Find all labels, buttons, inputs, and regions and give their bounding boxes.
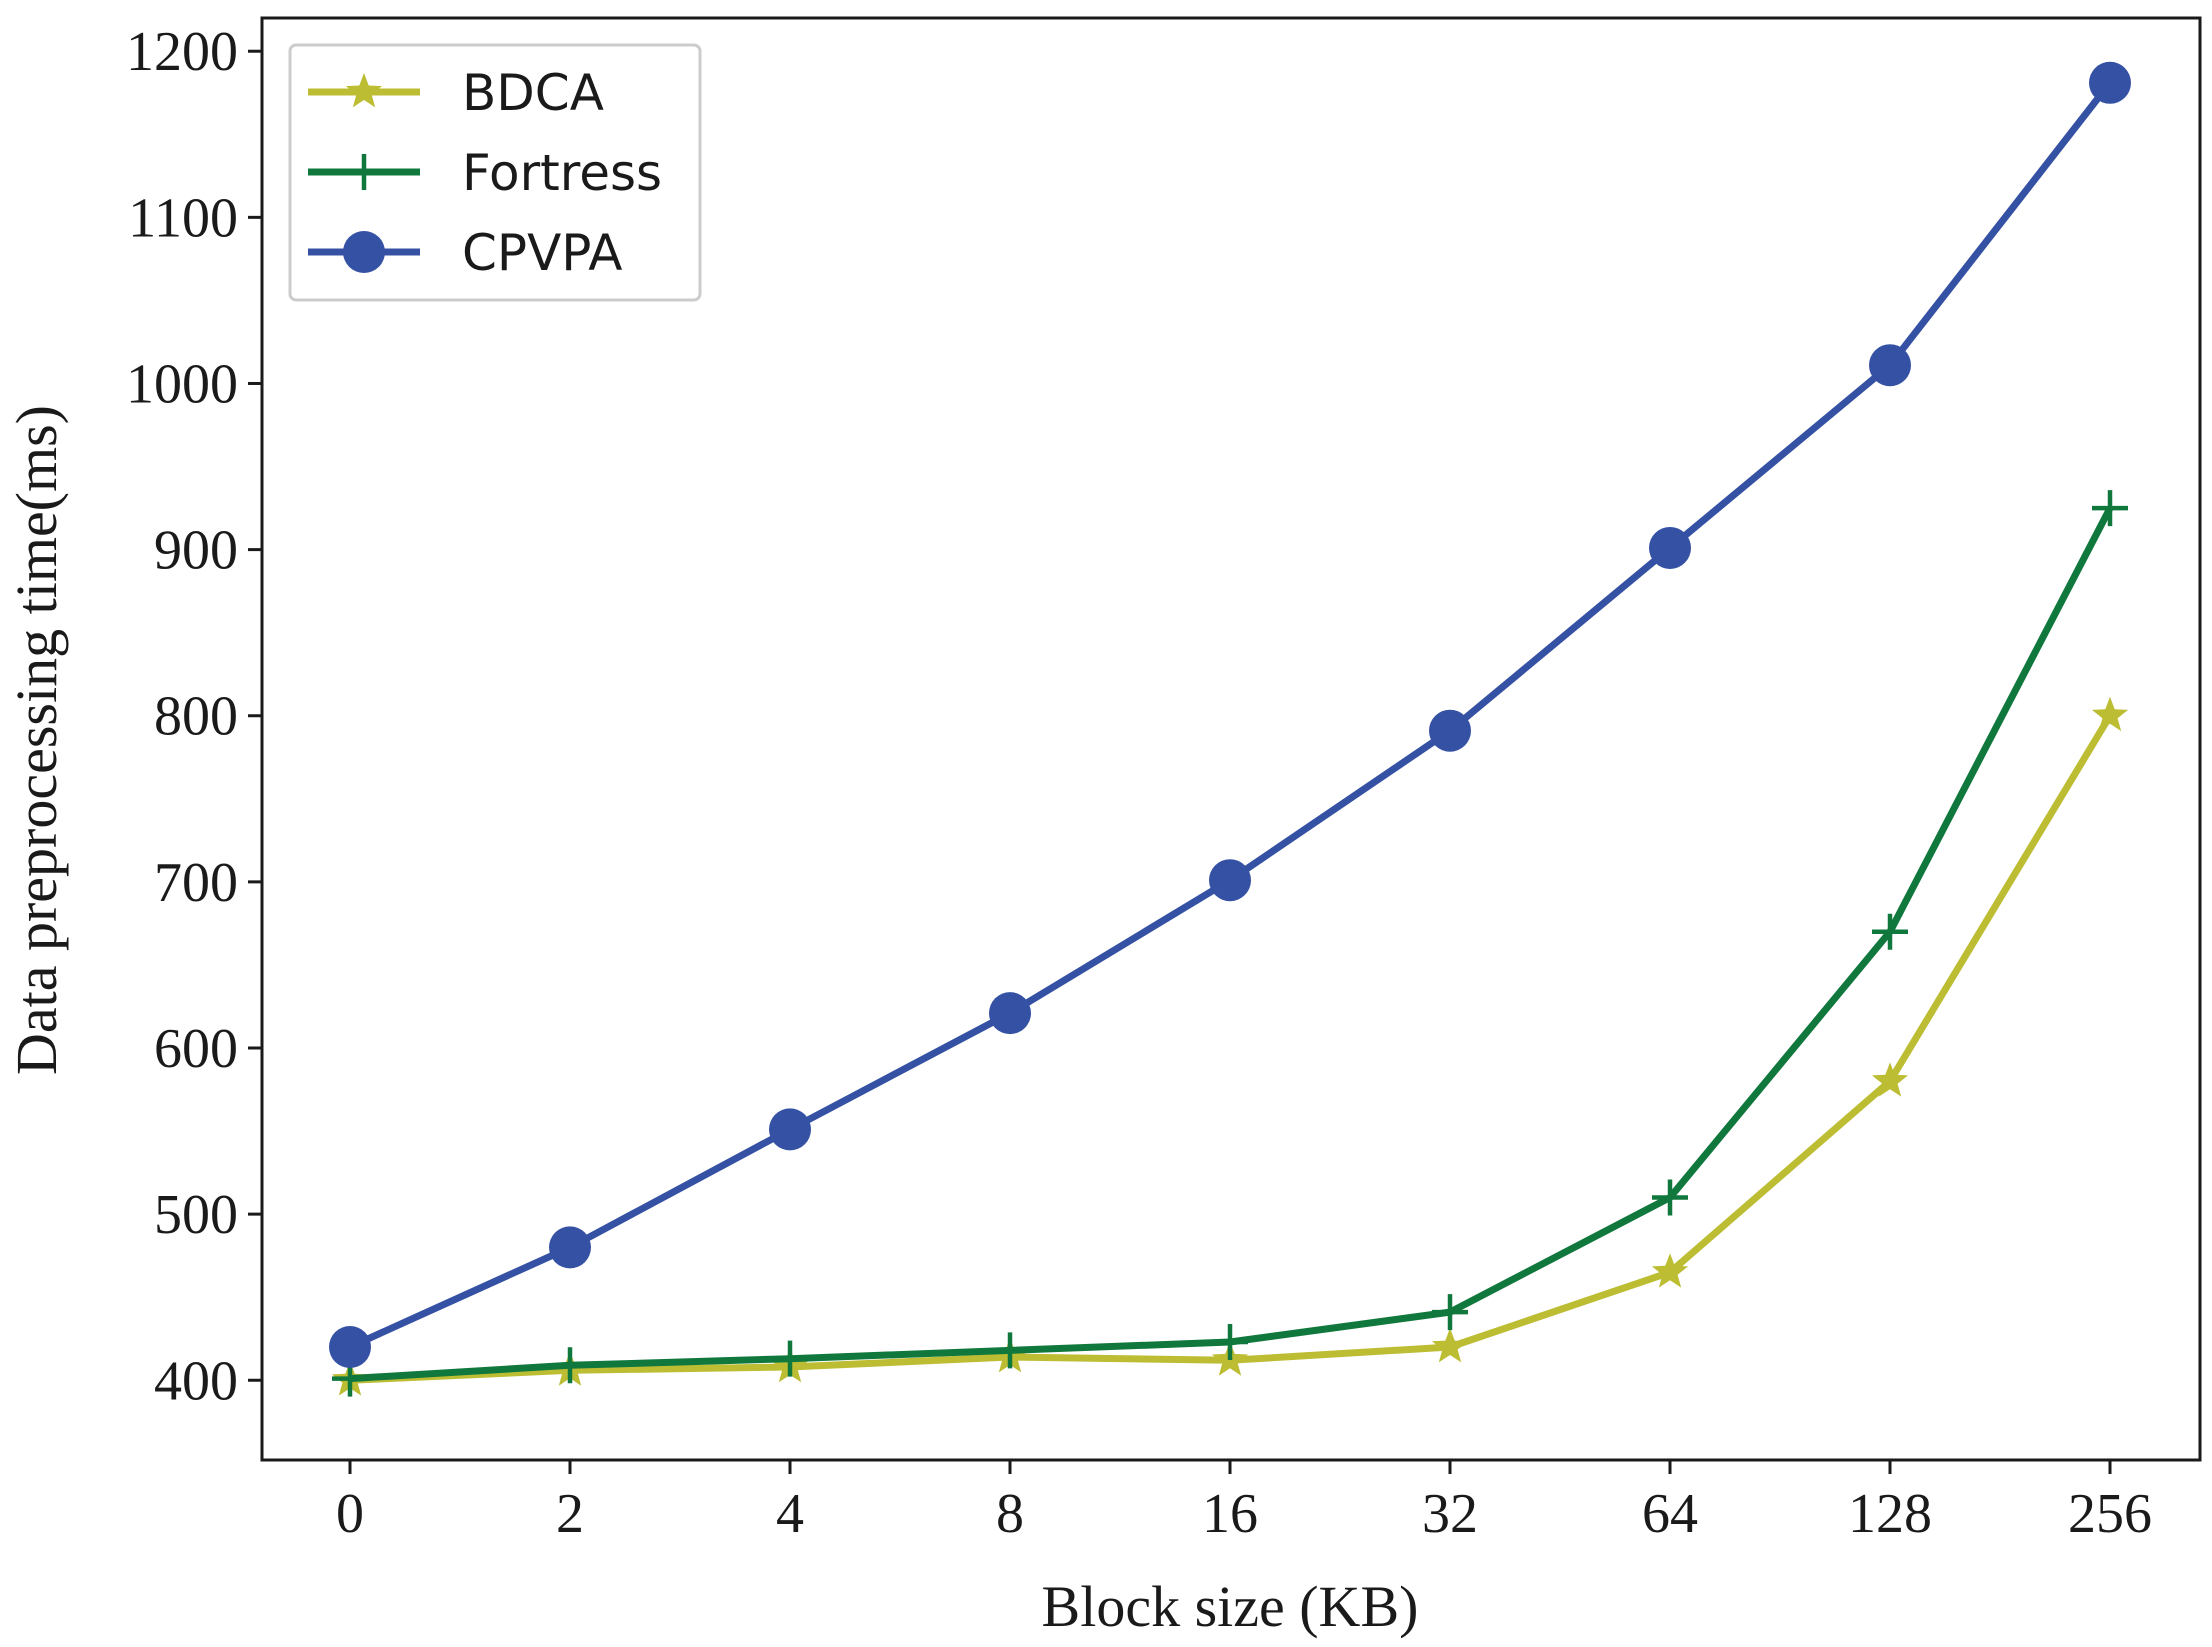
cpvpa-point [989,992,1031,1035]
fortress-point [1652,1179,1688,1216]
y-axis: 400 500 600 700 800 900 1000 1100 1200 [126,21,262,1412]
y-tick-label: 1200 [126,21,238,83]
bdca-point [2091,696,2129,732]
x-tick-label: 128 [1848,1483,1932,1545]
fortress-point [2092,490,2128,527]
y-tick-label: 800 [154,686,238,748]
cpvpa-point [1429,709,1471,752]
x-tick-label: 8 [996,1483,1024,1545]
x-axis: 0 2 4 8 16 32 64 128 256 [336,1460,2152,1545]
x-tick-label: 0 [336,1483,364,1545]
legend-frame [288,43,702,302]
cpvpa-point [329,1326,371,1369]
fortress-point [1432,1294,1468,1331]
bdca-line [349,713,2113,1384]
fortress-point [1872,913,1908,950]
cpvpa-point [1649,526,1691,569]
bdca-point [1871,1062,1909,1097]
x-tick-label: 64 [1642,1483,1698,1545]
x-tick-label: 16 [1202,1483,1258,1545]
x-tick-label: 32 [1422,1483,1478,1545]
legend-bdca-label: BDCA [462,64,604,122]
cpvpa-point [2089,61,2131,104]
bdca-point [1431,1328,1469,1363]
x-axis-title: Block size (KB) [1042,1574,1419,1639]
legend-fortress-marker [346,154,382,190]
y-tick-label: 500 [154,1184,238,1246]
x-tick-label: 256 [2068,1483,2152,1545]
cpvpa-point [549,1226,591,1269]
y-tick-label: 1100 [128,187,238,249]
legend-cpvpa-marker [343,231,385,273]
y-tick-label: 600 [154,1018,238,1080]
y-tick-label: 700 [154,852,238,914]
y-tick-label: 900 [154,520,238,582]
x-tick-label: 4 [776,1483,804,1545]
fortress-point [772,1340,808,1377]
legend-bdca-marker [345,73,383,108]
series-cpvpa [329,61,2131,1369]
y-tick-label: 400 [154,1350,238,1412]
cpvpa-point [1869,344,1911,387]
series-layer [329,61,2131,1397]
fortress-point [1212,1324,1248,1361]
x-tick-label: 2 [556,1483,584,1545]
y-tick-label: 1000 [126,353,238,415]
cpvpa-point [769,1108,811,1151]
series-fortress [332,490,2128,1397]
cpvpa-point [1209,859,1251,902]
bdca-point [1651,1253,1689,1288]
legend: BDCA Fortress CPVPA [288,43,702,302]
series-bdca [331,696,2129,1396]
fortress-point [552,1347,588,1384]
y-axis-title: Data preprocessing time(ms) [4,405,69,1075]
legend-cpvpa-label: CPVPA [462,224,622,282]
fortress-line [349,506,2114,1383]
legend-fortress-label: Fortress [462,144,662,202]
fortress-point [992,1332,1028,1369]
